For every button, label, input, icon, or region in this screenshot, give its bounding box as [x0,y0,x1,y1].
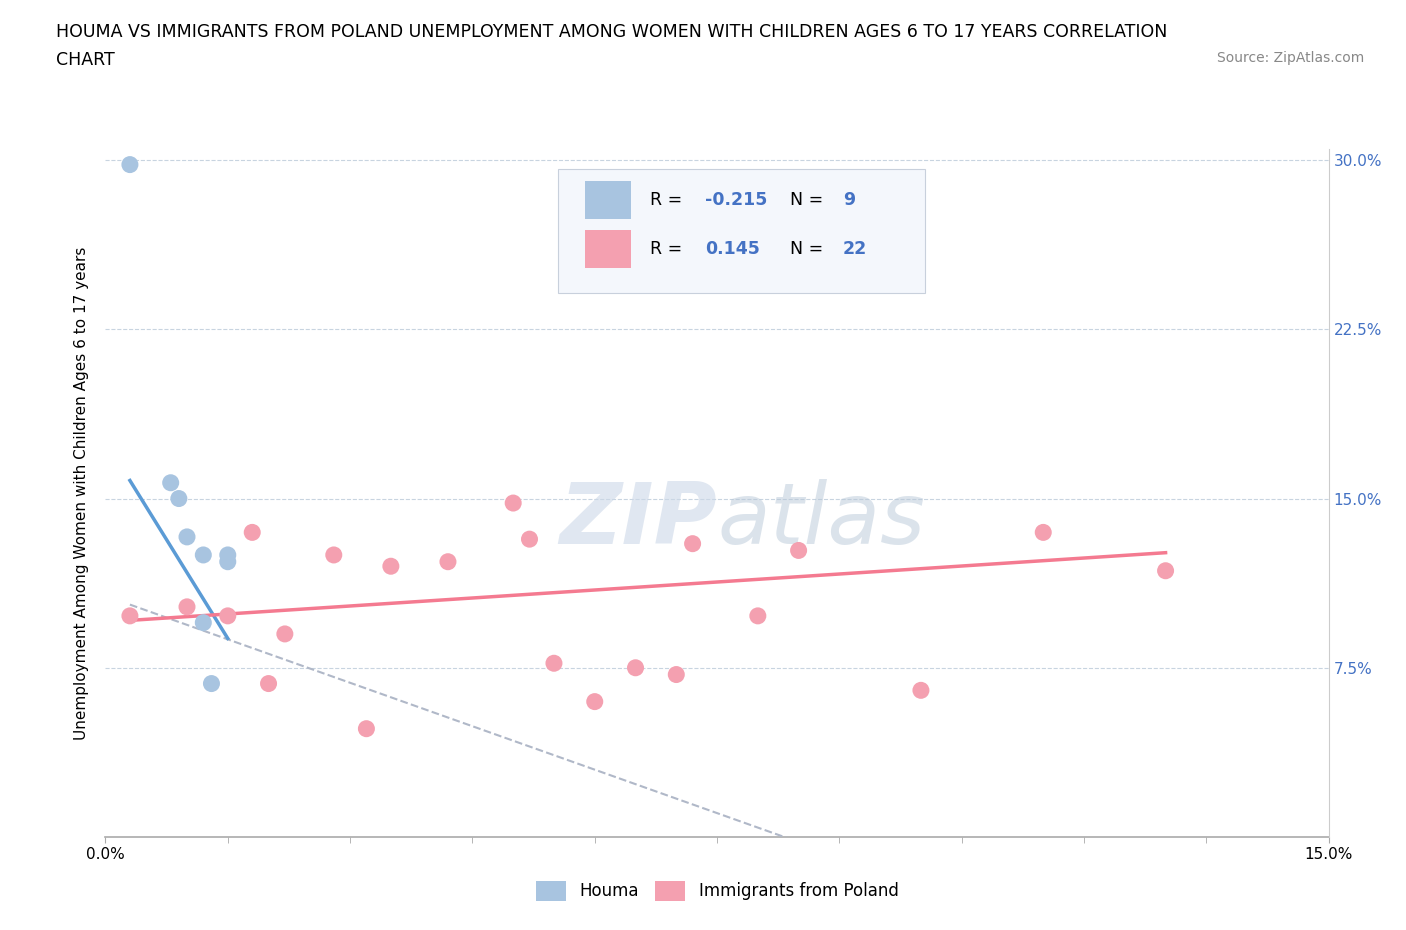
Point [176,600,198,615]
Y-axis label: Unemployment Among Women with Children Ages 6 to 17 years: Unemployment Among Women with Children A… [75,246,90,739]
Text: R =: R = [650,240,693,258]
Point [380,559,402,574]
Text: atlas: atlas [717,479,925,562]
Point [159,475,181,490]
Point [274,627,297,642]
Text: N =: N = [790,240,830,258]
Point [583,694,606,709]
Point [519,532,541,547]
Point [167,491,190,506]
Point [682,537,704,551]
Text: CHART: CHART [56,51,115,69]
Point [356,722,378,737]
FancyBboxPatch shape [585,230,631,268]
Point [1032,525,1054,539]
Point [747,608,769,623]
Text: 22: 22 [844,240,868,258]
Point [118,608,141,623]
Text: R =: R = [650,192,688,209]
Point [624,660,647,675]
Text: HOUMA VS IMMIGRANTS FROM POLAND UNEMPLOYMENT AMONG WOMEN WITH CHILDREN AGES 6 TO: HOUMA VS IMMIGRANTS FROM POLAND UNEMPLOY… [56,23,1167,41]
Point [193,616,215,631]
Point [176,529,198,544]
Text: N =: N = [790,192,830,209]
Point [217,608,239,623]
Point [502,496,524,511]
Point [322,548,344,563]
Point [118,157,141,172]
Point [787,543,810,558]
Point [910,683,932,698]
Point [257,676,280,691]
Legend: Houma, Immigrants from Poland: Houma, Immigrants from Poland [529,874,905,908]
Point [240,525,263,539]
Text: -0.215: -0.215 [704,192,768,209]
Text: ZIP: ZIP [560,479,717,562]
Point [543,656,565,671]
FancyBboxPatch shape [585,181,631,219]
Point [665,667,688,682]
Text: Source: ZipAtlas.com: Source: ZipAtlas.com [1216,51,1364,65]
Point [437,554,460,569]
Point [217,554,239,569]
Point [200,676,222,691]
FancyBboxPatch shape [558,169,925,293]
Text: 0.145: 0.145 [704,240,759,258]
Text: 9: 9 [844,192,855,209]
Point [193,548,215,563]
Point [1154,564,1177,578]
Point [217,548,239,563]
